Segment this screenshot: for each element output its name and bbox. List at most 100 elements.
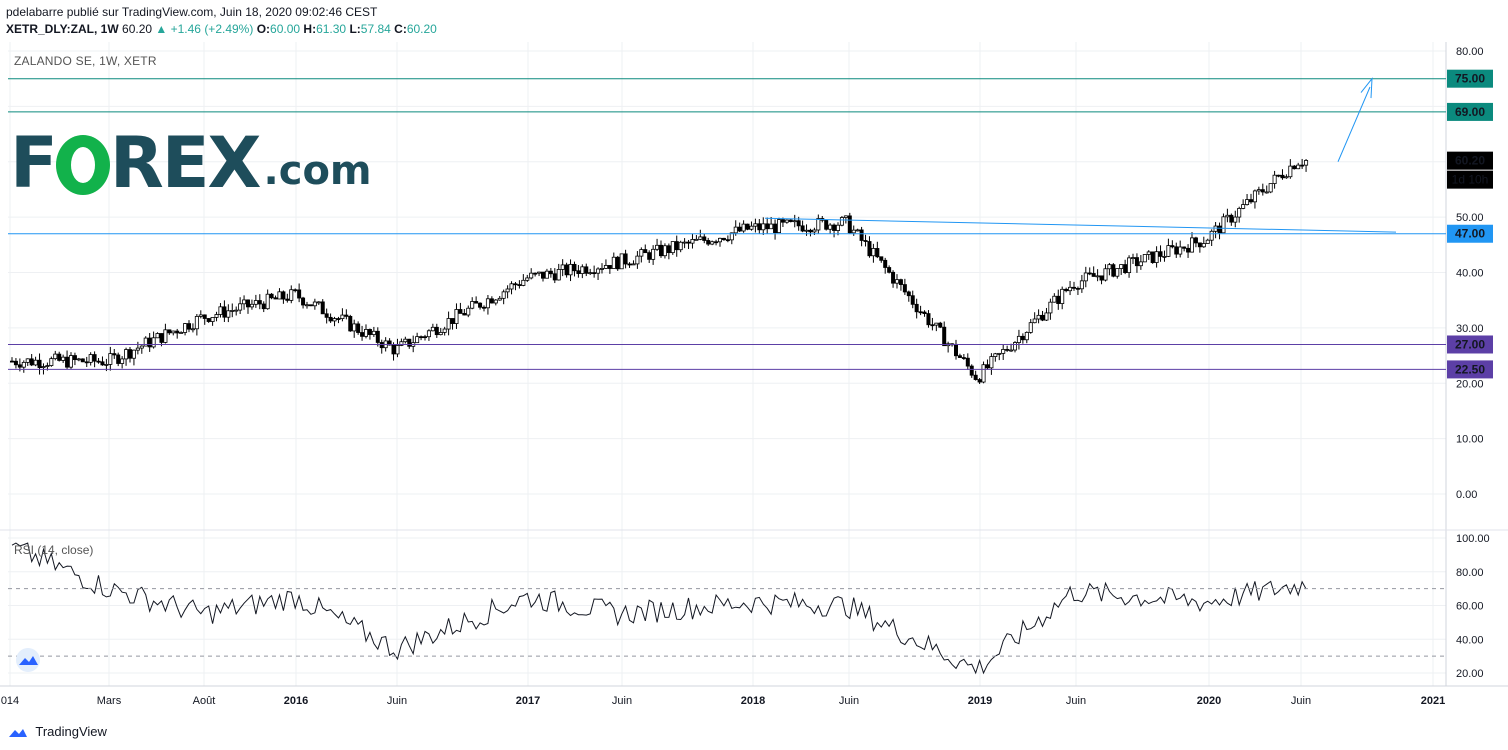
logo-left: F xyxy=(10,122,58,204)
candle-body xyxy=(462,313,467,316)
candle-body xyxy=(788,219,793,222)
candle-body xyxy=(954,343,959,357)
level-label-bg-0 xyxy=(1447,69,1493,88)
candle-body xyxy=(682,241,687,244)
candle-body xyxy=(615,256,620,270)
candle-body xyxy=(647,252,652,260)
candle-body xyxy=(513,283,518,286)
candle-body xyxy=(21,361,26,368)
price-tick-label-8: 0.00 xyxy=(1456,489,1477,501)
candle-body xyxy=(1091,273,1096,277)
candle-body xyxy=(72,355,77,361)
candle-body xyxy=(596,268,601,274)
candle-body xyxy=(875,248,880,258)
candle-body xyxy=(965,357,970,367)
candle-body xyxy=(1040,314,1045,321)
candle-body xyxy=(49,358,54,366)
candle-body xyxy=(580,266,585,274)
candle-body xyxy=(1060,288,1065,304)
candle-body xyxy=(961,357,966,359)
candle-body xyxy=(1193,237,1198,244)
candle-body xyxy=(1190,237,1195,253)
candle-body xyxy=(238,303,243,311)
candle-body xyxy=(249,303,254,308)
candle-body xyxy=(419,336,424,339)
candle-body xyxy=(1225,214,1230,218)
candle-body xyxy=(1166,245,1171,257)
candle-body xyxy=(446,318,451,330)
candle-body xyxy=(474,301,479,304)
candle-body xyxy=(1119,264,1124,269)
candle-body xyxy=(17,364,22,368)
low-label: L: xyxy=(349,22,361,36)
candle-body xyxy=(828,224,833,230)
price-tick-label-7: 10.00 xyxy=(1456,434,1484,446)
candle-body xyxy=(261,303,266,310)
candle-body xyxy=(127,349,132,359)
candle-body xyxy=(1044,312,1049,321)
candle-body xyxy=(898,279,903,285)
candle-body xyxy=(796,220,801,227)
countdown-label: 1d 10h xyxy=(1452,173,1489,187)
candle-body xyxy=(387,340,392,346)
candle-body xyxy=(761,223,766,231)
candle-body xyxy=(560,264,565,270)
candle-body xyxy=(592,272,597,275)
rsi-tick-label-4: 20.00 xyxy=(1456,668,1484,680)
open-label: O: xyxy=(256,22,271,36)
candle-body xyxy=(784,219,789,223)
candle-body xyxy=(80,358,85,363)
candle-body xyxy=(92,354,97,362)
x-tick-label-8: Juin xyxy=(839,695,859,707)
candle-body xyxy=(851,229,856,234)
candle-body xyxy=(627,263,632,266)
candle-body xyxy=(1072,286,1077,289)
candle-body xyxy=(863,240,868,242)
candle-body xyxy=(139,345,144,349)
candle-body xyxy=(977,379,982,383)
candle-body xyxy=(1249,199,1254,203)
candle-body xyxy=(777,219,782,234)
candle-body xyxy=(210,317,215,322)
candle-body xyxy=(41,366,46,368)
candle-body xyxy=(1252,190,1257,203)
candle-body xyxy=(348,315,353,332)
chart-subtitle: ZALANDO SE, 1W, XETR xyxy=(14,54,157,68)
candle-body xyxy=(690,239,695,244)
candle-body xyxy=(171,330,176,334)
candle-body xyxy=(356,323,361,333)
candle-body xyxy=(611,256,616,269)
candle-body xyxy=(725,239,730,242)
candle-body xyxy=(1142,254,1147,263)
candle-body xyxy=(1201,243,1206,248)
candle-body xyxy=(572,263,577,272)
candle-body xyxy=(1083,272,1088,282)
candle-body xyxy=(985,364,990,369)
candle-body xyxy=(131,349,136,359)
candle-body xyxy=(194,316,199,330)
rsi-label: RSI (14, close) xyxy=(14,543,94,557)
candle-body xyxy=(792,220,797,223)
tradingview-footer[interactable]: TradingView xyxy=(8,724,107,739)
candle-body xyxy=(1020,335,1025,341)
close-label: C: xyxy=(394,22,407,36)
level-label-0: 75.00 xyxy=(1455,72,1485,86)
price-tick-label-5: 30.00 xyxy=(1456,323,1484,335)
candle-body xyxy=(108,353,113,365)
candle-body xyxy=(1182,246,1187,249)
candle-body xyxy=(1217,225,1222,234)
x-tick-label-2: Août xyxy=(193,695,216,707)
candle-body xyxy=(1304,160,1309,166)
candle-body xyxy=(175,330,180,334)
x-tick-label-0: 014 xyxy=(1,695,19,707)
candle-body xyxy=(190,328,195,331)
candle-body xyxy=(1107,264,1112,270)
candle-body xyxy=(415,336,420,344)
candle-body xyxy=(544,270,549,279)
projection-arrow-line xyxy=(1337,86,1371,162)
candle-body xyxy=(1131,257,1136,259)
candle-body xyxy=(678,241,683,251)
last-price: 60.20 xyxy=(122,22,153,36)
tv-badge-icon xyxy=(19,656,38,665)
